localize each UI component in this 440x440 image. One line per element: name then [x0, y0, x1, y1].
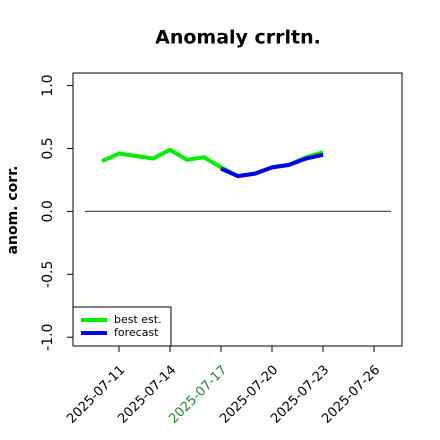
y-tick-label: 1.0	[40, 74, 56, 96]
legend-box	[72, 306, 172, 347]
y-tick-label: 0.0	[40, 200, 56, 222]
y-tick-label: -0.5	[40, 261, 56, 288]
y-tick-label: -1.0	[40, 324, 56, 351]
chart-title: Anomaly crrltn.	[155, 27, 321, 49]
y-axis-label: anom. corr.	[5, 166, 21, 255]
plot-frame	[72, 72, 403, 347]
series-line	[220, 152, 324, 179]
legend-label: best est.	[114, 313, 162, 326]
y-tick-label: 0.5	[40, 137, 56, 159]
legend-label: forecast	[114, 326, 159, 339]
